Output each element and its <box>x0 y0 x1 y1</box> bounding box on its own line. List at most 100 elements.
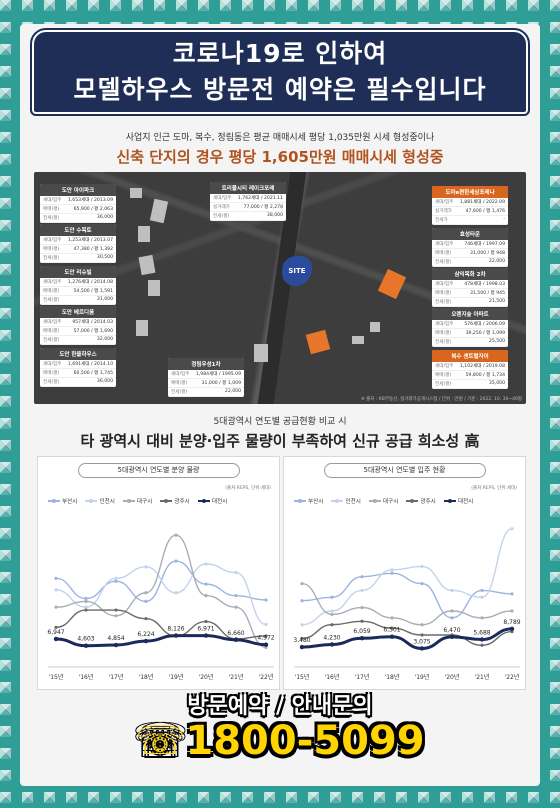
complex-info-row: 세대/입주 478세대 / 1998.03 <box>432 280 508 289</box>
field-value: 65,900 / 평 2,063 <box>73 207 113 212</box>
data-point <box>233 637 239 643</box>
x-tick-label: '21년 <box>475 673 490 681</box>
data-point <box>450 609 454 613</box>
field-label: 전세(평) <box>435 300 452 305</box>
field-label: 세대/입주 <box>43 238 62 243</box>
legend-item: 대구시 <box>122 497 152 505</box>
data-point <box>54 588 58 592</box>
complex-info-row: 세대/입주 1,253세대 / 2013.07 <box>40 236 116 245</box>
data-point <box>300 623 304 627</box>
data-point <box>510 527 514 531</box>
field-value: 1,881세대 / 2022.09 <box>459 200 505 205</box>
complex-block <box>149 198 169 224</box>
series-line <box>55 560 267 603</box>
field-value: 39,250 / 평 1,099 <box>465 331 505 336</box>
field-label: 전세(평) <box>43 256 60 261</box>
legend-label: 광주시 <box>420 499 436 505</box>
data-point <box>479 637 485 642</box>
data-point <box>204 619 208 624</box>
data-point <box>204 582 208 586</box>
intro-headline: 신축 단지의 경우 평당 1,605만원 매매시세 형성중 <box>116 148 444 166</box>
field-value: 31,500 / 평 945 <box>470 291 505 296</box>
field-label: 매매(평) <box>435 331 452 336</box>
complex-block <box>254 344 268 362</box>
series-line <box>301 582 513 626</box>
phone-number[interactable]: 1800-5099 <box>185 718 425 764</box>
data-point <box>54 625 58 629</box>
legend-swatch <box>294 498 306 503</box>
chart-unit-note: (출처:REPS, 단위:세대) <box>225 486 271 491</box>
data-label: 6,470 <box>443 627 460 634</box>
complex-info-row: 전세(평) 30,500 <box>40 254 116 263</box>
field-label: 매매(평) <box>435 373 452 378</box>
data-point <box>84 599 88 603</box>
legend-label: 인천시 <box>99 499 115 505</box>
complex-info-row: 세대/입주 1,984세대 / 1995.09 <box>168 370 244 379</box>
complex-info-row: 전세(평) 36,000 <box>40 214 116 223</box>
data-point <box>449 634 455 640</box>
data-point <box>174 533 178 537</box>
complex-info-row: 매매(평) 54,500 / 평 1,591 <box>40 287 116 296</box>
data-point <box>299 644 305 650</box>
complex-name: 도안 한울하우스 <box>40 348 116 360</box>
legend-swatch <box>331 498 344 503</box>
field-value: 35,000 <box>488 381 505 386</box>
data-point <box>144 565 148 569</box>
data-point <box>420 564 424 569</box>
data-point <box>420 581 424 586</box>
data-label: 6,660 <box>227 630 244 637</box>
complex-info-row: 전세(평) 35,000 <box>432 380 508 389</box>
data-point <box>144 617 148 621</box>
field-value: 746세대 / 1997.09 <box>464 242 505 247</box>
legend-item: 인천시 <box>85 497 115 505</box>
data-point <box>480 643 484 647</box>
data-point <box>144 591 148 595</box>
complex-info-card: 삼익목화 2차 세대/입주 478세대 / 1998.03 매매(평) 31,500 /… <box>432 268 508 307</box>
field-value: - <box>503 217 505 222</box>
data-label: 6,947 <box>47 629 64 636</box>
field-value: 1,984세대 / 1995.09 <box>195 372 241 377</box>
field-label: 매매(평) <box>43 371 60 376</box>
data-point <box>234 605 238 609</box>
data-label: 6,971 <box>197 626 214 633</box>
complex-info-row: 세대/입주 746세대 / 1997.09 <box>432 240 508 249</box>
field-value: 31,000 / 평 948 <box>470 251 505 256</box>
data-point <box>420 623 424 627</box>
x-tick-label: '20년 <box>445 673 460 681</box>
x-tick-label: '20년 <box>199 673 214 681</box>
data-point <box>114 608 118 612</box>
chart-legend: 부산시 인천시 대구시 광주시 대전시 <box>294 497 473 505</box>
cta-phone[interactable]: ☏1800-5099 <box>20 718 540 764</box>
data-point <box>114 579 118 583</box>
data-point <box>480 595 484 599</box>
field-value: 31,000 / 평 1,009 <box>201 381 241 386</box>
chart-legend: 부산시 인천시 대구시 광주시 대전시 <box>48 497 227 505</box>
data-point <box>300 581 304 586</box>
field-label: 세대/입주 <box>171 372 190 377</box>
complex-info-row: 매매(평) 59,800 / 평 1,734 <box>432 371 508 380</box>
data-point <box>360 605 364 610</box>
data-point <box>173 633 179 638</box>
data-label: 6,501 <box>383 627 400 634</box>
field-value: 478세대 / 1998.03 <box>464 282 505 287</box>
data-label: 6,059 <box>353 628 370 635</box>
field-value: 576세대 / 2006.09 <box>464 322 505 327</box>
data-point <box>204 562 208 566</box>
field-label: 세대/입주 <box>435 322 454 327</box>
complex-info-row: 매매(평) 57,000 / 평 1,690 <box>40 327 116 336</box>
legend-label: 대전시 <box>211 499 228 505</box>
field-label: 매매(평) <box>43 289 60 294</box>
complex-info-row: 전세(평) 22,000 <box>168 388 244 397</box>
data-point <box>390 571 394 575</box>
complex-info-row: 매매(평) 31,500 / 평 945 <box>432 289 508 298</box>
legend-item: 대구시 <box>368 497 398 505</box>
data-point <box>330 623 334 627</box>
complex-info-row: 세대/입주 957세대 / 2014.03 <box>40 318 116 327</box>
complex-name: 삼익목화 2차 <box>432 268 508 280</box>
legend-swatch <box>443 498 456 503</box>
data-point <box>84 608 88 612</box>
data-point <box>264 598 268 602</box>
intro-text: 사업지 인근 도마, 복수, 정림동은 평균 매매시세 평당 1,035만원 시… <box>125 133 435 143</box>
data-label: 4,972 <box>257 635 274 642</box>
complex-info-row: 전세(평) 25,500 <box>432 338 508 347</box>
